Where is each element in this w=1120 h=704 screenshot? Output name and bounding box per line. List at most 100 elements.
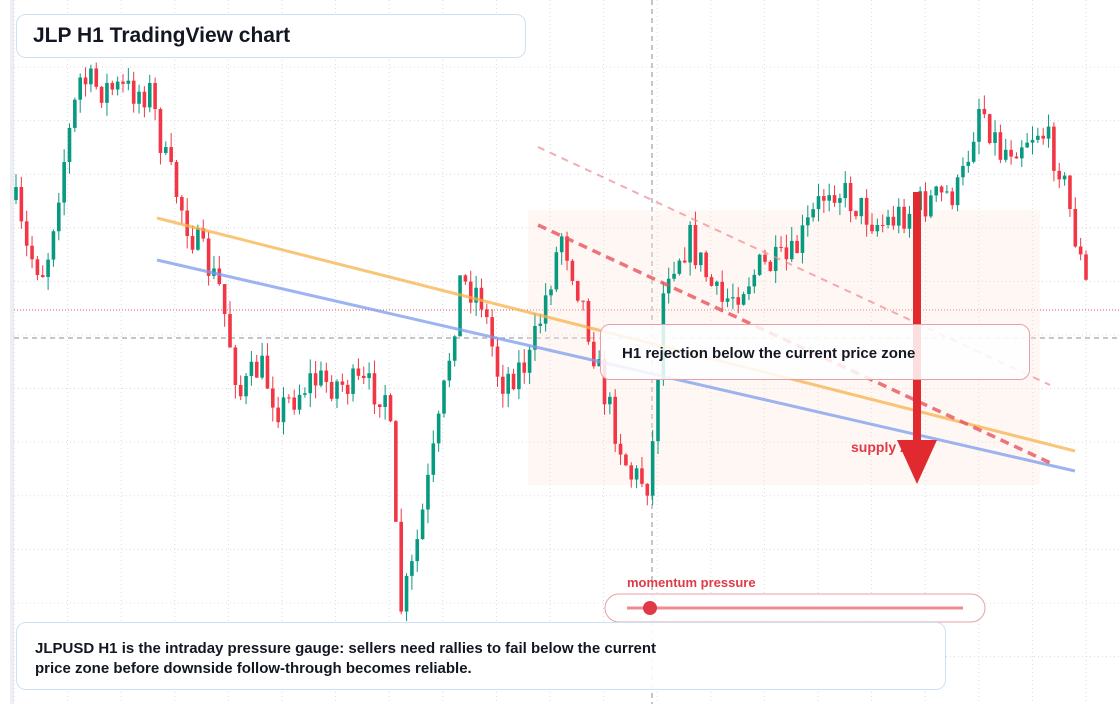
candle-body bbox=[1062, 175, 1067, 180]
candle-body bbox=[260, 355, 264, 378]
candle-body bbox=[1020, 147, 1024, 159]
candle-body bbox=[468, 281, 473, 303]
candle-body bbox=[281, 397, 286, 423]
candle-body bbox=[254, 361, 259, 378]
candle-body bbox=[886, 216, 890, 226]
candle-body bbox=[795, 240, 799, 253]
candle-body bbox=[313, 373, 318, 386]
candle-body bbox=[543, 295, 548, 324]
candle-body bbox=[773, 246, 778, 271]
candle-body bbox=[40, 275, 45, 278]
candle-body bbox=[287, 397, 291, 399]
candle-body bbox=[709, 277, 714, 286]
candle-body bbox=[806, 217, 810, 226]
candle-body bbox=[452, 336, 457, 361]
candle-body bbox=[565, 236, 569, 261]
candle-body bbox=[73, 99, 77, 128]
candle-body bbox=[1009, 149, 1013, 157]
candle-body bbox=[725, 298, 730, 302]
candle-body bbox=[479, 287, 484, 310]
candle-body bbox=[474, 287, 478, 303]
candle-body bbox=[752, 274, 757, 287]
candle-body bbox=[201, 228, 206, 239]
candle-body bbox=[185, 210, 189, 237]
candle-body bbox=[747, 286, 751, 295]
candle-body bbox=[361, 375, 366, 379]
title: JLP H1 TradingView chart bbox=[33, 24, 291, 47]
candle-body bbox=[624, 454, 628, 466]
candle-body bbox=[83, 77, 88, 85]
candle-body bbox=[292, 397, 296, 410]
candle-body bbox=[554, 252, 559, 290]
candle-body bbox=[206, 238, 211, 276]
candle-body bbox=[1036, 135, 1040, 140]
candle-body bbox=[110, 82, 115, 90]
candle-body bbox=[961, 165, 965, 178]
candle-body bbox=[902, 206, 906, 229]
candle-body bbox=[303, 393, 307, 395]
candle-body bbox=[121, 81, 125, 84]
candle-body bbox=[222, 284, 227, 315]
candle-body bbox=[859, 197, 864, 217]
candle-body bbox=[982, 108, 987, 115]
candle-body bbox=[1025, 142, 1029, 148]
candle-body bbox=[891, 216, 896, 226]
candle-body bbox=[458, 275, 462, 337]
candle-body bbox=[57, 202, 61, 232]
annotation-box: H1 rejection below the current price zon… bbox=[600, 324, 1030, 380]
gauge-knob[interactable] bbox=[643, 601, 657, 615]
title-box: JLP H1 TradingView chart bbox=[16, 14, 526, 58]
candle-body bbox=[870, 224, 874, 232]
candle-body bbox=[608, 396, 612, 405]
candle-body bbox=[501, 376, 505, 394]
candle-body bbox=[586, 300, 591, 342]
candle-body bbox=[233, 347, 238, 385]
candle-body bbox=[693, 224, 698, 266]
candle-body bbox=[527, 349, 532, 373]
candle-body bbox=[688, 224, 692, 263]
candle-body bbox=[394, 421, 398, 522]
candle-body bbox=[345, 384, 350, 394]
candle-body bbox=[522, 362, 527, 373]
candle-body bbox=[864, 197, 869, 225]
candle-body bbox=[271, 388, 275, 408]
candle-body bbox=[78, 77, 82, 100]
candle-body bbox=[164, 147, 168, 153]
candle-body bbox=[939, 186, 944, 193]
candle-body bbox=[367, 373, 371, 379]
candle-body bbox=[736, 297, 741, 305]
candle-body bbox=[929, 195, 933, 217]
candle-body bbox=[217, 268, 222, 285]
candle-body bbox=[559, 236, 564, 253]
candle-body bbox=[169, 147, 173, 163]
left-rail bbox=[10, 0, 14, 704]
candle-body bbox=[399, 521, 403, 612]
annotation: H1 rejection below the current price zon… bbox=[622, 345, 916, 362]
candle-body bbox=[485, 309, 489, 318]
candle-body bbox=[1003, 149, 1008, 160]
candle-body bbox=[613, 396, 617, 444]
candle-body bbox=[495, 346, 500, 377]
candle-body bbox=[335, 381, 339, 399]
candle-body bbox=[378, 404, 382, 408]
candle-body bbox=[800, 225, 805, 253]
candle-body bbox=[244, 375, 248, 397]
candle-body bbox=[372, 373, 377, 405]
candle-body bbox=[24, 221, 29, 246]
footer-text: JLPUSD H1 is the intraday pressure gauge… bbox=[35, 640, 657, 677]
candle-body bbox=[442, 380, 446, 414]
candle-body bbox=[757, 254, 762, 275]
candle-body bbox=[356, 368, 361, 376]
candle-body bbox=[966, 161, 971, 166]
candle-body bbox=[699, 252, 703, 266]
candle-body bbox=[741, 294, 746, 305]
candle-body bbox=[228, 314, 232, 348]
candle-body bbox=[950, 191, 955, 206]
candle-body bbox=[1057, 170, 1062, 180]
candle-body bbox=[640, 468, 644, 484]
candle-body bbox=[955, 177, 960, 206]
candle-body bbox=[351, 368, 355, 394]
candle-body bbox=[848, 182, 853, 212]
candle-body bbox=[907, 213, 912, 229]
